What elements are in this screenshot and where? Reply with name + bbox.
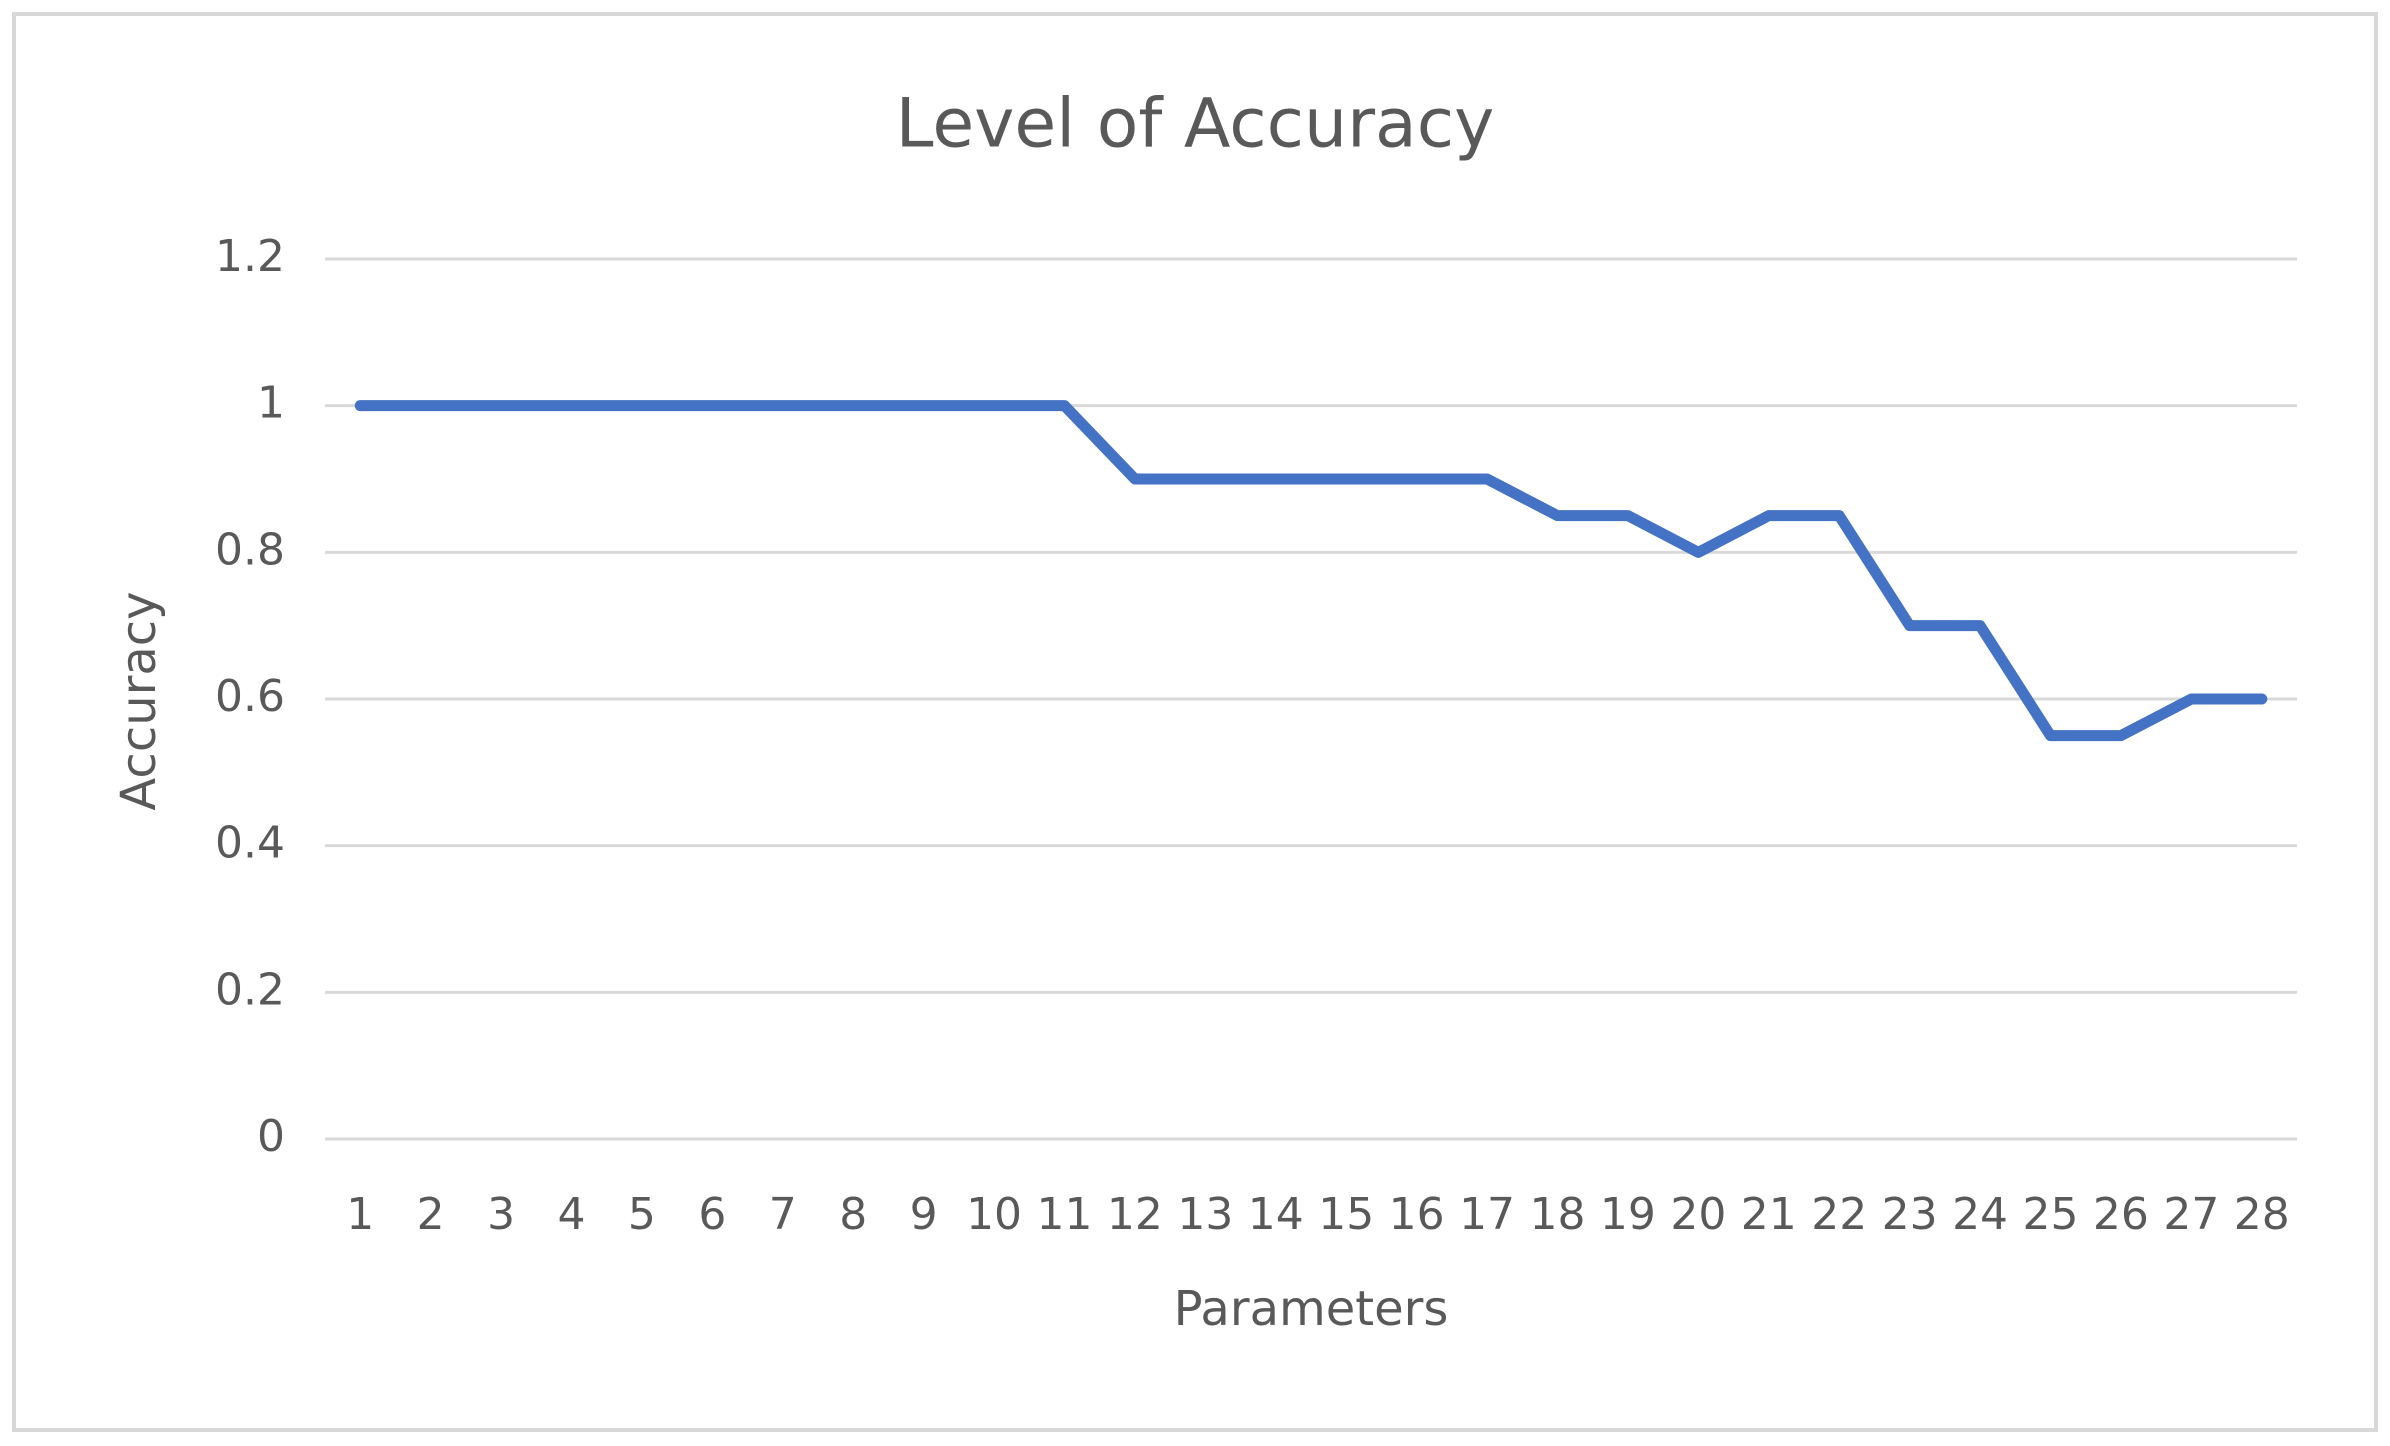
y-tick-label: 1.2 [215,231,285,282]
x-tick-label: 27 [2163,1189,2219,1240]
x-tick-label: 22 [1811,1189,1867,1240]
x-tick-label: 13 [1177,1189,1233,1240]
y-tick-label: 1 [257,378,285,429]
x-tick-label: 21 [1741,1189,1797,1240]
x-axis-label: Parameters [1174,1281,1449,1337]
x-tick-label: 24 [1952,1189,2008,1240]
x-tick-label: 9 [910,1189,938,1240]
y-tick-label: 0.8 [215,524,285,575]
x-tick-label: 16 [1389,1189,1445,1240]
x-tick-label: 6 [698,1189,726,1240]
x-tick-label: 28 [2234,1189,2290,1240]
chart-title: Level of Accuracy [896,85,1495,164]
y-tick-label: 0 [257,1111,285,1162]
x-tick-label: 26 [2093,1189,2149,1240]
x-tick-label: 1 [346,1189,374,1240]
x-tick-label: 2 [417,1189,445,1240]
x-tick-label: 3 [487,1189,515,1240]
x-tick-label: 10 [966,1189,1022,1240]
x-tick-label: 18 [1530,1189,1586,1240]
data-line [354,400,2268,742]
x-tick-label: 15 [1318,1189,1374,1240]
x-tick-label: 25 [2023,1189,2079,1240]
x-tick-label: 12 [1107,1189,1163,1240]
x-tick-label: 8 [839,1189,867,1240]
x-tick-label: 7 [769,1189,797,1240]
x-tick-label: 20 [1670,1189,1726,1240]
x-tick-label: 17 [1459,1189,1515,1240]
y-axis-label: Accuracy [111,591,167,810]
x-tick-label: 19 [1600,1189,1656,1240]
chart-border [12,12,2378,1432]
x-tick-label: 23 [1882,1189,1938,1240]
x-tick-label: 5 [628,1189,656,1240]
y-tick-label: 0.6 [215,671,285,722]
y-tick-label: 0.2 [215,964,285,1015]
x-tick-label: 4 [558,1189,586,1240]
x-tick-label: 11 [1037,1189,1093,1240]
y-tick-label: 0.4 [215,818,285,869]
x-tick-label: 14 [1248,1189,1304,1240]
